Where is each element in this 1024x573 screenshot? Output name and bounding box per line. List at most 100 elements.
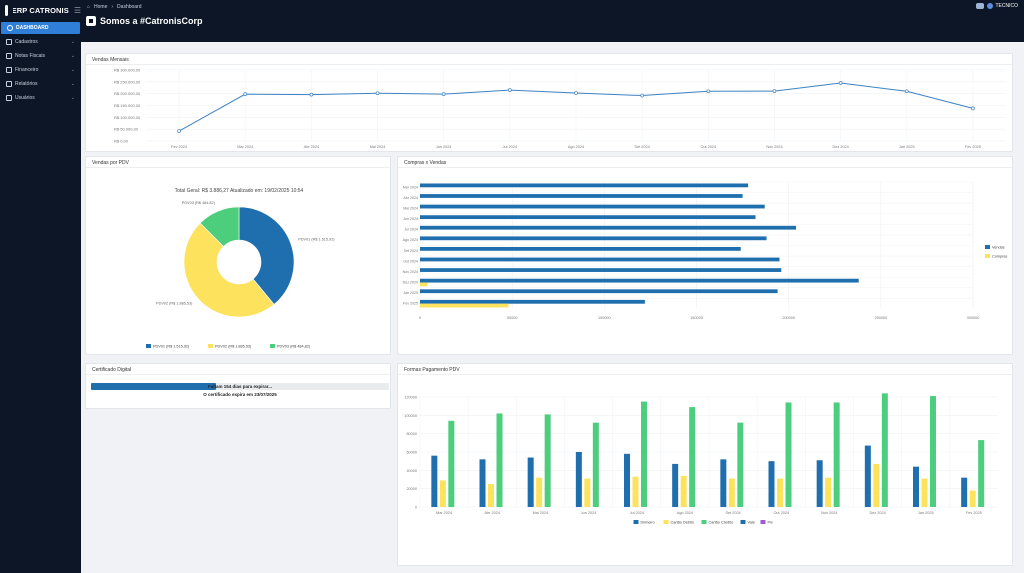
user-name[interactable]: TECNICO [995, 3, 1019, 9]
x-tick-label: Jul 2024 [503, 145, 517, 149]
user-menu[interactable]: TECNICO [975, 3, 1019, 9]
legend-swatch [701, 520, 707, 524]
x-tick-label: Out 2024 [700, 145, 716, 149]
x-tick-label: Jun 2024 [581, 511, 597, 515]
bar-cartão-crédito [448, 420, 455, 507]
folder-icon [6, 39, 12, 45]
y-tick-label: Mai 2024 [403, 206, 418, 210]
money-icon [6, 67, 12, 73]
user-icon[interactable] [986, 3, 993, 9]
legend-label: PDV02 (R$ 1.885,53) [215, 345, 252, 349]
robot-icon[interactable] [975, 3, 984, 9]
app-name: ERP CATRONIS [11, 5, 69, 15]
sidebar-item-dashboard[interactable]: DASHBOARD [1, 22, 80, 34]
x-tick-label: Ago 2024 [677, 511, 693, 515]
bar-cartão-débito [969, 490, 976, 507]
bar-compras [420, 282, 428, 287]
data-point [574, 91, 578, 95]
bar-dinheiro [768, 461, 775, 507]
bar-vendas [420, 299, 645, 304]
chevron-down-icon: ⌄ [70, 81, 75, 87]
x-tick-label: Jan 2025 [899, 145, 915, 149]
y-tick-label: Fev 2025 [403, 302, 418, 306]
x-tick-label: 300000 [967, 316, 980, 320]
bar-cartão-crédito [978, 440, 985, 507]
bar-cartão-débito [728, 478, 735, 507]
sidebar-item-financeiro[interactable]: Financeiro ⌄ [0, 63, 81, 77]
bar-vendas [420, 257, 780, 262]
bar-cartão-crédito [689, 407, 696, 507]
sidebar-item-usuários[interactable]: Usuários ⌄ [0, 91, 81, 105]
data-point [375, 91, 380, 96]
legend-label: Cartão Débito [671, 521, 694, 525]
vendas-pdv-chart: Total Geral: R$ 3.886,27 Atualizado em: … [146, 188, 335, 349]
x-tick-label: Jan 2025 [918, 511, 934, 515]
x-tick-label: 150000 [690, 316, 703, 320]
legend-label: Pix [768, 521, 773, 525]
sidebar-item-label: Financeiro [15, 67, 39, 73]
chart-title: Total Geral: R$ 3.886,27 Atualizado em: … [175, 188, 304, 194]
users-icon [6, 95, 12, 101]
bar-cartão-crédito [785, 402, 792, 507]
y-tick-label: 60000 [406, 451, 417, 455]
y-tick-label: Set 2024 [404, 249, 418, 253]
legend-swatch [270, 344, 275, 348]
data-point [904, 89, 909, 94]
x-tick-label: Mar 2024 [436, 511, 452, 515]
data-point [971, 106, 975, 111]
y-tick-label: R$ 300.000,00 [114, 68, 141, 73]
sidebar-item-relatórios[interactable]: Relatórios ⌄ [0, 77, 81, 91]
x-tick-label: Mai 2024 [533, 511, 549, 515]
breadcrumb: ⌂ Home › Dashboard [87, 4, 142, 10]
data-point [243, 92, 248, 96]
card-title: Certificado Digital [86, 364, 390, 375]
y-tick-label: Ago 2024 [403, 238, 418, 242]
breadcrumb-home[interactable]: Home [94, 4, 108, 10]
x-tick-label: Out 2024 [773, 511, 789, 515]
sidebar-item-cadastros[interactable]: Cadastros ⌄ [0, 35, 81, 49]
slice-label: PDV02 (R$ 1.885,53) [156, 301, 193, 305]
certificate-progress-fill [91, 383, 217, 390]
bar-cartão-débito [536, 477, 543, 507]
x-tick-label: Jun 2024 [436, 145, 452, 149]
bar-dinheiro [864, 445, 871, 507]
top-header: ⌂ Home › Dashboard Somos a #CatronisCorp… [81, 0, 1024, 42]
x-tick-label: Nov 2024 [821, 511, 837, 515]
title-logo-icon [86, 16, 96, 26]
bar-vendas [420, 204, 765, 209]
data-point [640, 93, 645, 98]
brand: ERP CATRONIS ☰ [0, 0, 81, 20]
x-tick-label: 0 [419, 316, 421, 320]
bar-vendas [420, 278, 859, 283]
x-tick-label: Dez 2024 [832, 145, 848, 149]
y-tick-label: R$ 150.000,00 [114, 103, 141, 108]
certificate-progress-text: Faltam 154 dias para expirar... [207, 384, 273, 389]
bar-dinheiro [575, 452, 582, 507]
sidebar: ERP CATRONIS ☰ DASHBOARD Cadastros ⌄ Notas … [0, 0, 81, 573]
breadcrumb-separator: › [111, 4, 114, 10]
sidebar-item-notas-fiscais[interactable]: Notas Fiscais ⌄ [0, 49, 81, 63]
x-tick-label: Set 2024 [725, 511, 740, 515]
bar-vendas [420, 236, 767, 241]
legend-swatch [740, 520, 746, 524]
legend-swatch [146, 344, 151, 348]
sidebar-item-label: Relatórios [15, 81, 38, 87]
menu-toggle-icon[interactable]: ☰ [73, 5, 81, 15]
bar-dinheiro [720, 459, 727, 507]
bar-cartão-crédito [930, 396, 936, 507]
y-tick-label: 80000 [406, 432, 417, 436]
x-tick-label: 200000 [782, 316, 795, 320]
x-tick-label: Nov 2024 [766, 145, 782, 149]
legend-label: Dinheiro [641, 521, 655, 525]
x-tick-label: 250000 [874, 316, 887, 320]
card-title: Vendas Mensais [86, 54, 1012, 65]
catronis-logo-icon [5, 4, 13, 16]
data-point [772, 89, 777, 93]
bar-vendas [420, 183, 749, 188]
bar-cartão-crédito [641, 401, 647, 507]
card-certificado: Certificado Digital Faltam 154 dias para… [85, 363, 391, 409]
bar-vendas [420, 194, 743, 198]
y-tick-label: 20000 [406, 487, 417, 491]
x-tick-label: Mar 2024 [237, 145, 253, 149]
sidebar-item-label: Usuários [15, 95, 35, 101]
